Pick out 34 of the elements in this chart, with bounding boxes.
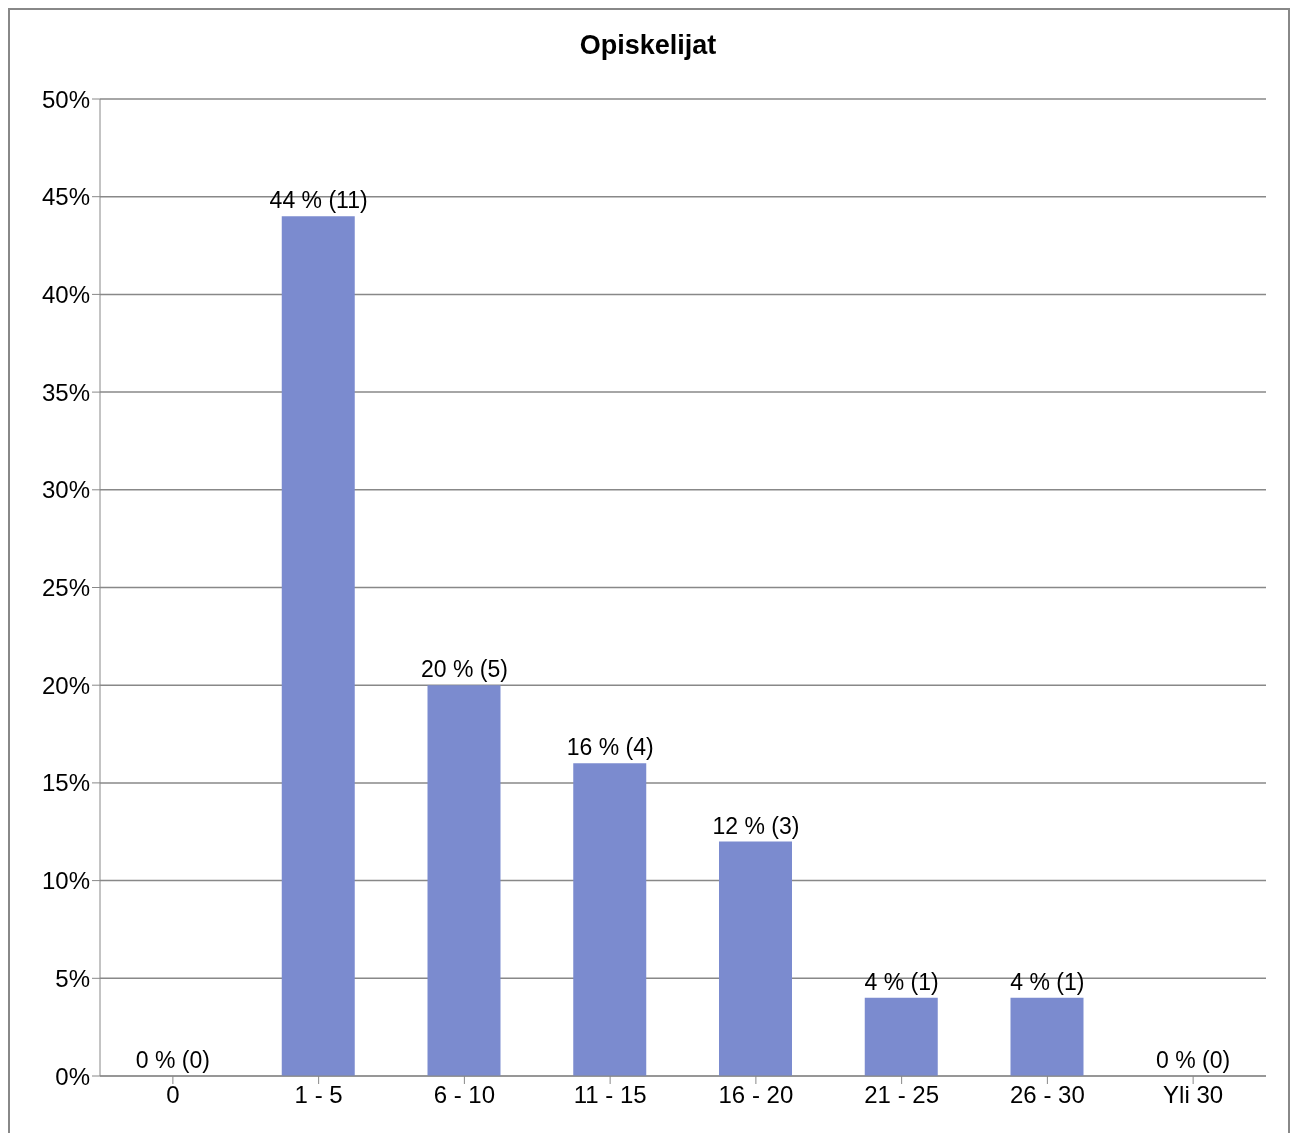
x-tick-label: 11 - 15 <box>573 1081 647 1109</box>
data-label: 44 % (11) <box>269 187 368 214</box>
data-label: 12 % (3) <box>712 812 800 839</box>
y-tick-label: 5% <box>55 964 90 992</box>
y-tick-label: 50% <box>41 85 90 113</box>
bar <box>573 763 647 1076</box>
bar <box>281 216 355 1076</box>
y-tick-label: 30% <box>41 476 90 504</box>
y-tick-label: 40% <box>41 280 90 308</box>
bar <box>719 841 792 1076</box>
data-label: 0 % (0) <box>135 1047 210 1073</box>
y-tick-label: 35% <box>41 378 90 406</box>
bar <box>1010 997 1084 1076</box>
y-tick-label: 15% <box>41 769 90 797</box>
data-label: 4 % (1) <box>1010 968 1085 995</box>
x-tick-label: 1 - 5 <box>294 1081 343 1109</box>
x-tick-label: 21 - 25 <box>864 1081 939 1109</box>
x-tick-label: 6 - 10 <box>433 1081 496 1109</box>
y-tick-label: 10% <box>41 867 90 895</box>
data-label: 20 % (5) <box>420 656 508 683</box>
data-label: 0 % (0) <box>1156 1047 1231 1073</box>
bar <box>864 997 938 1076</box>
y-tick-label: 25% <box>41 574 90 602</box>
y-tick-label: 0% <box>55 1062 90 1090</box>
x-tick-label: 26 - 30 <box>1010 1081 1085 1109</box>
x-tick-label: 0 <box>166 1081 180 1109</box>
bar <box>427 685 501 1076</box>
x-tick-label: 16 - 20 <box>718 1081 794 1109</box>
x-tick-label: Yli 30 <box>1163 1081 1224 1109</box>
data-label: 16 % (4) <box>566 734 654 761</box>
y-tick-label: 20% <box>41 671 90 699</box>
y-tick-label: 45% <box>41 183 90 211</box>
chart-title: Opiskelijat <box>578 30 718 61</box>
data-label: 4 % (1) <box>864 968 939 995</box>
